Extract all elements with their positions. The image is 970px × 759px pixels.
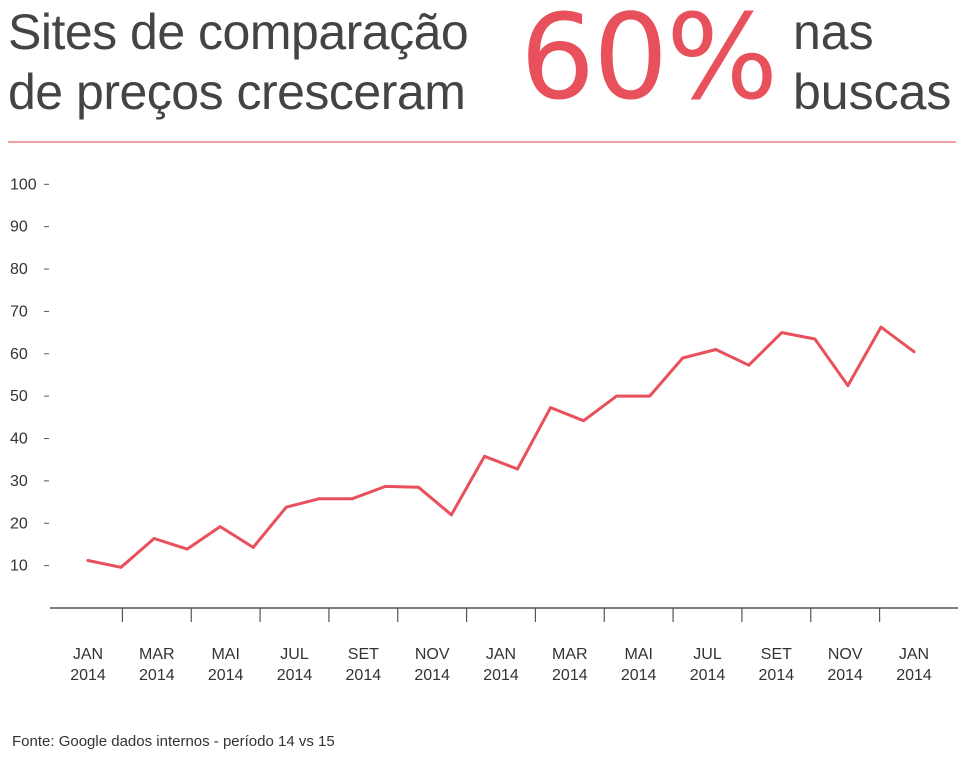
data-point — [384, 485, 387, 488]
data-point — [846, 384, 850, 387]
headline-percent: 60% — [520, 0, 778, 126]
data-point — [119, 565, 123, 569]
data-point — [185, 547, 189, 551]
data-point — [681, 356, 685, 360]
headline-right: nas buscas — [793, 2, 968, 122]
data-point — [648, 394, 652, 398]
x-tick-label-month: JUL — [280, 646, 309, 663]
x-tick-label-year: 2014 — [827, 667, 863, 684]
data-point — [780, 331, 784, 334]
x-tick-label-month: MAI — [211, 646, 239, 663]
x-tick-label-month: JUL — [693, 646, 722, 663]
x-tick-label-month: JAN — [486, 646, 516, 663]
y-tick-label: 100 — [10, 176, 37, 193]
y-tick-label: 60 — [10, 346, 28, 363]
x-tick-label-year: 2014 — [483, 667, 519, 684]
data-point — [86, 559, 90, 562]
source-note: Fonte: Google dados internos - período 1… — [12, 733, 335, 750]
x-tick-label-year: 2014 — [70, 667, 106, 684]
y-tick-label: 90 — [10, 219, 28, 236]
x-tick-label-year: 2014 — [414, 667, 450, 684]
data-point — [251, 546, 255, 549]
line-chart: 10 20 30 40 50 60 70 80 90 100 JAN 2014 MAR 2014 MAI 2… — [10, 176, 958, 684]
x-tick-label-year: 2014 — [759, 667, 795, 684]
x-tick-label-month: MAI — [624, 646, 652, 663]
data-point — [350, 497, 354, 501]
x-tick-label-month: NOV — [828, 646, 863, 663]
data-point — [813, 337, 817, 341]
x-tick-label-year: 2014 — [277, 667, 313, 684]
data-point — [747, 363, 751, 367]
headline-right-line-2: buscas — [793, 64, 952, 120]
data-point — [582, 419, 585, 423]
headline-line-1: Sites de comparação — [8, 4, 469, 60]
x-tick-label-month: MAR — [552, 646, 588, 663]
y-tick-label: 40 — [10, 431, 28, 448]
data-point — [317, 497, 321, 501]
y-tick-label: 80 — [10, 261, 28, 278]
data-point — [417, 485, 420, 489]
x-tick-label-year: 2014 — [690, 667, 726, 684]
y-tick-label: 10 — [10, 558, 28, 575]
x-tick-label-month: SET — [761, 646, 792, 663]
data-point — [218, 525, 222, 528]
y-tick-label: 30 — [10, 473, 28, 490]
x-tick-label-year: 2014 — [139, 667, 175, 684]
data-point — [714, 348, 718, 351]
data-point — [483, 454, 486, 458]
x-tick-label-year: 2014 — [621, 667, 657, 684]
headline-right-line-1: nas — [793, 4, 874, 60]
x-tick-label-month: JAN — [899, 646, 929, 663]
y-tick-label: 20 — [10, 515, 28, 532]
y-axis: 10 20 30 40 50 60 70 80 90 100 — [10, 176, 49, 575]
x-tick-label-month: NOV — [415, 646, 450, 663]
x-tick-label-month: SET — [348, 646, 379, 663]
data-point — [284, 505, 288, 509]
x-tick-label-month: JAN — [73, 646, 103, 663]
data-point — [615, 394, 618, 398]
headline-line-2: de preços cresceram — [8, 64, 466, 120]
headline-left: Sites de comparação de preços cresceram — [8, 2, 508, 122]
data-point — [879, 325, 883, 329]
y-tick-label: 70 — [10, 303, 28, 320]
x-tick-label-month: MAR — [139, 646, 175, 663]
data-point — [516, 467, 519, 471]
series-line-buscas — [86, 325, 916, 569]
x-axis: JAN 2014 MAR 2014 MAI 2014 JUL 2014 SET 2014 NOV 20… — [50, 607, 958, 684]
x-tick-label-year: 2014 — [552, 667, 588, 684]
series-group — [86, 325, 916, 569]
data-point — [152, 537, 156, 540]
x-tick-label-year: 2014 — [208, 667, 244, 684]
data-point — [549, 406, 552, 409]
x-tick-label-year: 2014 — [896, 667, 932, 684]
headline-divider — [8, 141, 956, 143]
data-point — [912, 350, 916, 354]
data-point — [450, 513, 453, 517]
x-tick-label-year: 2014 — [346, 667, 382, 684]
y-tick-label: 50 — [10, 388, 28, 405]
